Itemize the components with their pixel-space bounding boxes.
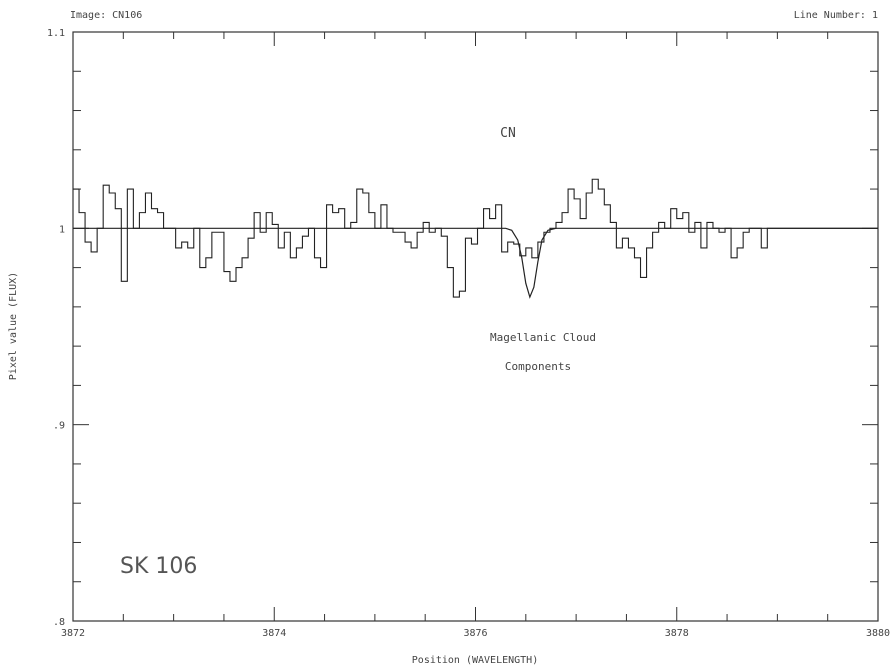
y-tick-label: 1 [59,224,65,235]
x-axis-label: Position (WAVELENGTH) [412,655,538,666]
y-tick-label: .8 [53,617,65,628]
y-tick-label: .9 [53,421,65,432]
x-tick-label: 3878 [665,628,689,639]
y-tick-label: 1.1 [47,28,65,39]
y-axis-label: Pixel value (FLUX) [8,272,19,380]
plot-frame [72,31,879,622]
x-tick-label: 3880 [866,628,890,639]
series-layer [73,178,878,299]
x-tick-label: 3876 [463,628,487,639]
spectrum-step-line [73,178,878,298]
component-label-line2: Components [505,360,571,373]
axis-ticks: 3872 3874 3876 3878 3880 .8 .9 1 1.1 [47,28,890,639]
star-name-label: SK 106 [120,554,197,579]
plot-border [72,31,879,622]
molecule-label: CN [500,126,516,141]
image-label: Image: CN106 [70,10,142,21]
x-tick-label: 3872 [61,628,85,639]
component-label-line1: Magellanic Cloud [490,331,596,344]
x-tick-label: 3874 [262,628,286,639]
model-fit-line [73,227,878,299]
line-number-label: Line Number: 1 [794,10,878,21]
